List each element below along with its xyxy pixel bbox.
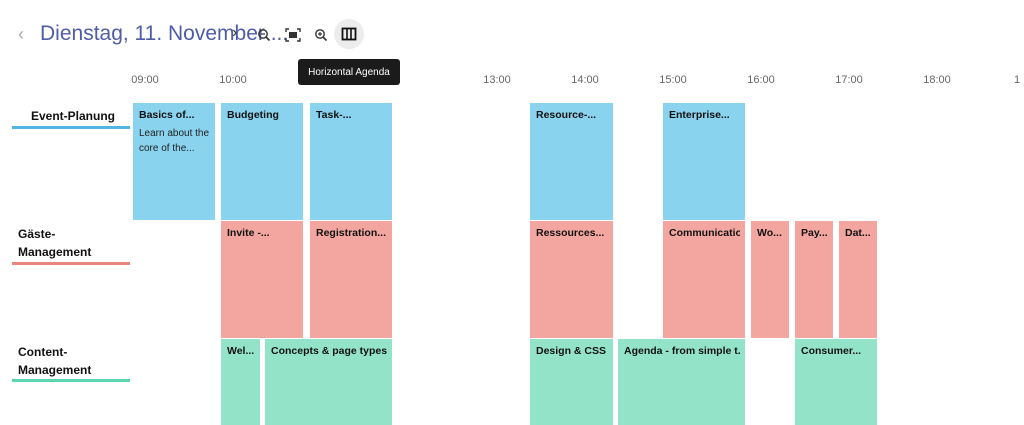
event-card[interactable]: Design & CSS (530, 339, 613, 425)
horizontal-agenda-button[interactable] (334, 19, 364, 49)
group-label: Event-Planung (31, 109, 116, 123)
event-title: Invite -... (227, 227, 270, 239)
calendar-toolbar: ‹ Dienstag, 11. November ... › (0, 0, 1024, 70)
time-label: 1 (1013, 74, 1021, 86)
time-label: 18:00 (923, 74, 951, 86)
event-title: Concepts & page types (271, 345, 387, 357)
event-card[interactable]: Registration... (310, 221, 392, 338)
group-color-line (12, 126, 130, 129)
current-date-title[interactable]: Dienstag, 11. November ... (40, 22, 289, 45)
horizontal-agenda-icon (341, 27, 357, 41)
event-card[interactable]: Pay... (795, 221, 833, 338)
next-day-button[interactable]: › (232, 24, 238, 41)
event-title: Enterprise... (669, 109, 730, 121)
fit-to-screen-button[interactable] (279, 21, 307, 49)
event-title: Design & CSS (536, 345, 607, 357)
event-card[interactable]: Ressources... (530, 221, 613, 338)
event-title: Wel... (227, 345, 255, 357)
event-description: Learn about the core of the... (139, 128, 210, 154)
time-label: 15:00 (659, 74, 687, 86)
event-title: Communication (669, 227, 740, 239)
fit-to-screen-icon (285, 28, 301, 42)
event-card[interactable]: Wel... (221, 339, 260, 425)
time-label: 09:00 (131, 74, 159, 86)
event-title: Basics of... (139, 109, 195, 121)
zoom-in-button[interactable] (307, 21, 335, 49)
event-card[interactable]: Invite -... (221, 221, 303, 338)
tooltip: Horizontal Agenda (298, 59, 400, 85)
group-label: Content- Management (18, 345, 92, 377)
zoom-out-icon (258, 29, 271, 42)
event-card[interactable]: Concepts & page types (265, 339, 392, 425)
event-card[interactable]: Task-... (310, 103, 392, 220)
event-card[interactable]: Resource-... (530, 103, 613, 220)
group-color-line (12, 379, 130, 382)
time-label: 16:00 (747, 74, 775, 86)
group-guest-management: Gäste- Management (12, 225, 130, 265)
event-card[interactable]: Budgeting (221, 103, 303, 220)
group-color-line (12, 262, 130, 265)
event-title: Consumer... (801, 345, 862, 357)
event-card[interactable]: Basics of... Learn about the core of the… (133, 103, 215, 220)
event-title: Wo... (757, 227, 782, 239)
event-card[interactable]: Enterprise... (663, 103, 745, 220)
group-label: Gäste- Management (18, 227, 92, 259)
event-title: Task-... (316, 109, 352, 121)
event-title: Dat... (845, 227, 871, 239)
event-title: Agenda - from simple t... (624, 345, 740, 357)
event-title: Budgeting (227, 109, 279, 121)
time-label: 17:00 (835, 74, 863, 86)
event-title: Registration... (316, 227, 387, 239)
time-label: 13:00 (483, 74, 511, 86)
event-title: Ressources... (536, 227, 605, 239)
event-title: Pay... (801, 227, 828, 239)
time-label: 14:00 (571, 74, 599, 86)
previous-day-button[interactable]: ‹ (18, 24, 24, 44)
event-card[interactable]: Consumer... (795, 339, 877, 425)
group-event-planning: Event-Planung (12, 107, 130, 129)
event-card[interactable]: Agenda - from simple t... (618, 339, 745, 425)
event-title: Resource-... (536, 109, 597, 121)
event-card[interactable]: Dat... (839, 221, 877, 338)
zoom-out-button[interactable] (250, 21, 278, 49)
time-label: 10:00 (219, 74, 247, 86)
group-content-management: Content- Management (12, 343, 130, 382)
event-card[interactable]: Communication (663, 221, 745, 338)
event-card[interactable]: Wo... (751, 221, 789, 338)
zoom-in-icon (315, 29, 328, 42)
